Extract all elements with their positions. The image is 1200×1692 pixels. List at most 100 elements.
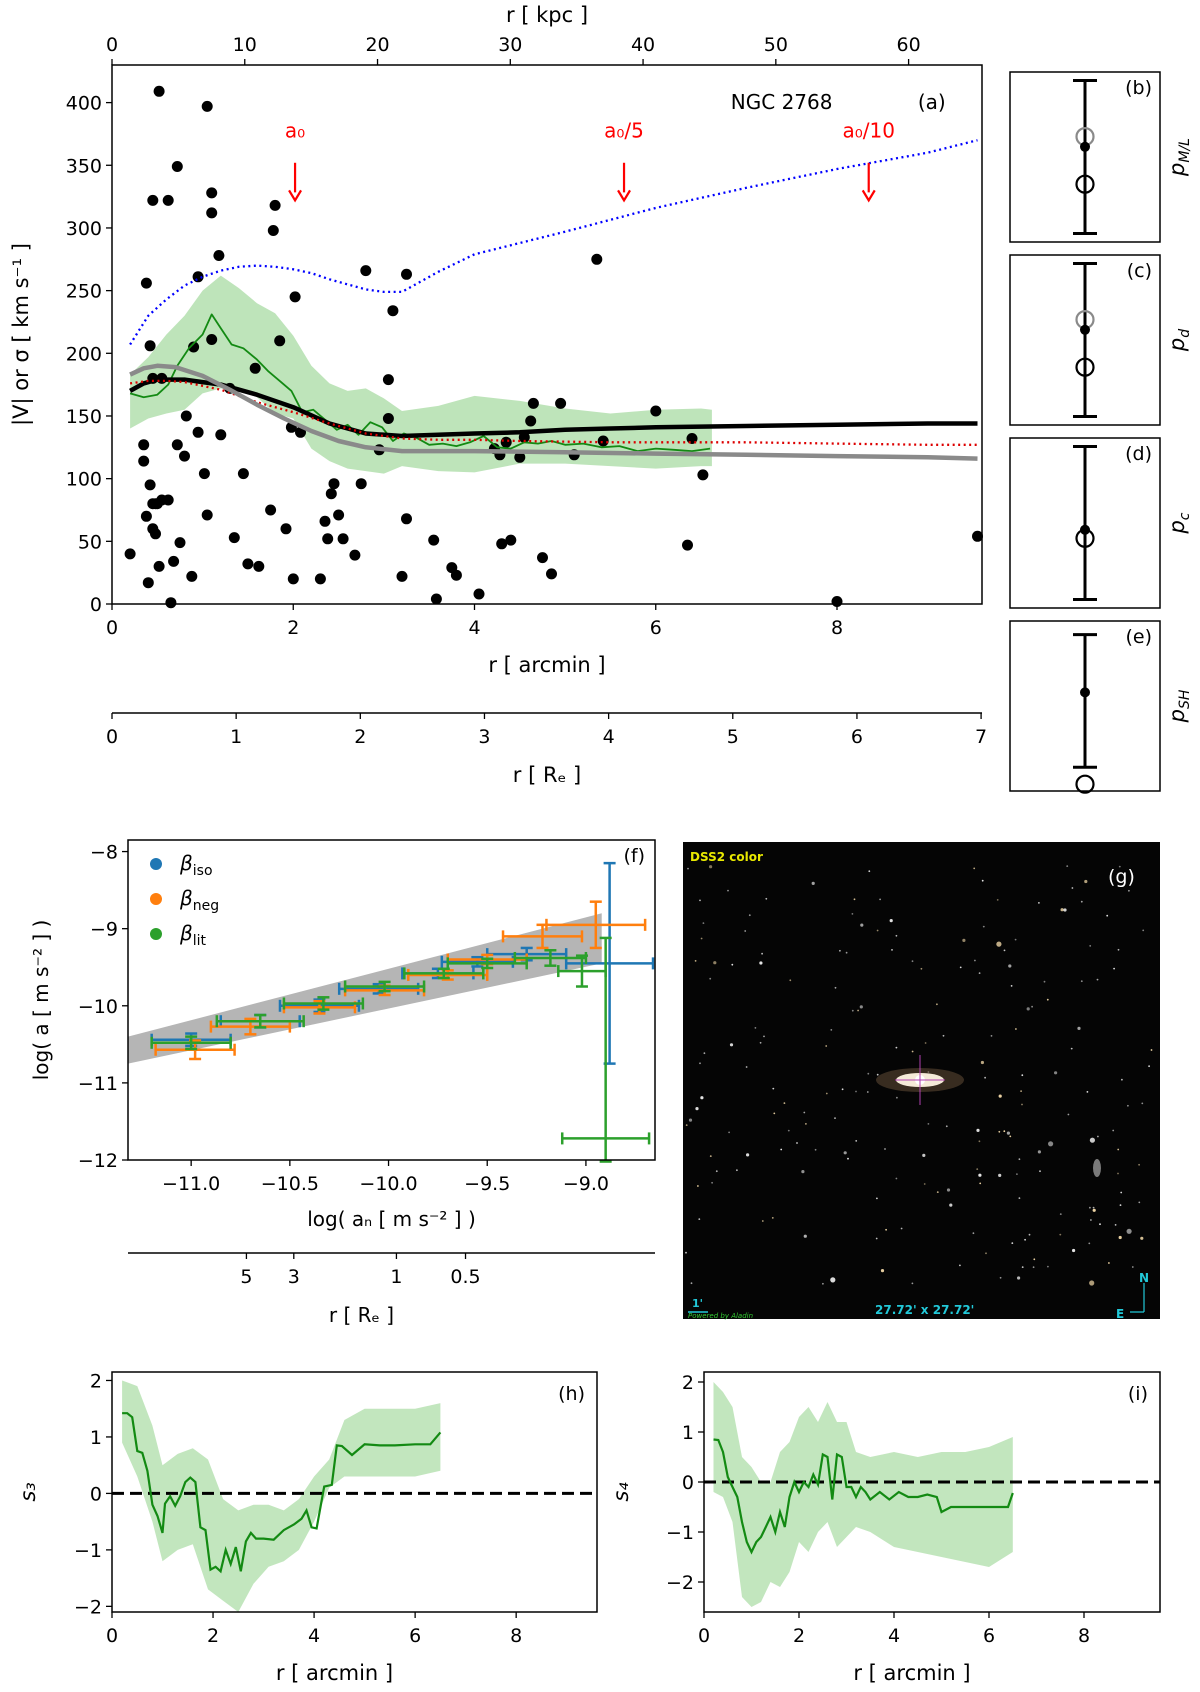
star (761, 952, 763, 955)
y-tick-label: 200 (66, 343, 102, 365)
star (1142, 929, 1145, 932)
x-tick-label: 4 (308, 1625, 320, 1647)
star (1089, 1137, 1095, 1143)
y-tick-label: 1 (682, 1422, 694, 1444)
star (1080, 900, 1083, 903)
star (876, 1073, 879, 1076)
x-axis-label: log( aₙ [ m s⁻² ] ) (307, 1207, 476, 1231)
data-point (287, 573, 299, 585)
star (801, 1170, 805, 1174)
data-point (473, 588, 485, 600)
star (1118, 865, 1121, 868)
data-point (153, 85, 165, 97)
secondary-tick-label: 3 (288, 1266, 300, 1288)
star (803, 1111, 806, 1114)
star (761, 1220, 764, 1222)
data-point (140, 277, 152, 289)
top-tick-label: 0 (106, 34, 118, 56)
data-point (213, 250, 225, 261)
star (754, 1027, 757, 1029)
x-axis-label: r [ arcmin ] (853, 1661, 970, 1685)
secondary-tick-label: 6 (851, 726, 863, 748)
data-point (171, 439, 183, 451)
star (1014, 938, 1017, 941)
legend-label: βiso (179, 851, 213, 879)
panel-c-p-d-errorbar: (c) pd (1009, 254, 1193, 426)
star (1099, 1223, 1101, 1226)
star (1117, 1148, 1120, 1151)
panel-label: (d) (1125, 443, 1152, 465)
data-point (206, 334, 218, 345)
star (1089, 1206, 1091, 1209)
data-point (697, 469, 709, 481)
star (729, 1043, 734, 1047)
series-line-black-thick (129, 377, 978, 439)
star (972, 1232, 975, 1235)
secondary-galaxy (1093, 1159, 1101, 1177)
open-black-marker (1075, 357, 1095, 377)
star (946, 1188, 951, 1192)
star (1010, 985, 1013, 987)
star (771, 1217, 774, 1219)
secondary-tick-label: 5 (727, 726, 739, 748)
x-tick-label: 6 (409, 1625, 421, 1647)
star (1026, 1007, 1030, 1011)
data-point (430, 593, 442, 605)
y-tick-label: 1 (90, 1427, 102, 1449)
star (1119, 1204, 1122, 1206)
x-tick-label: −10.0 (359, 1173, 417, 1195)
data-point (319, 515, 331, 527)
star (1112, 1129, 1115, 1132)
secondary-tick-label: 7 (975, 726, 987, 748)
star (847, 1157, 849, 1160)
star (896, 1096, 898, 1099)
star (1031, 1005, 1033, 1008)
star (744, 930, 747, 932)
star (685, 1251, 687, 1254)
star (811, 881, 815, 886)
data-point (165, 597, 177, 609)
star (728, 1131, 730, 1134)
star (1009, 1135, 1012, 1138)
star (920, 967, 923, 970)
data-point (537, 552, 548, 564)
star (884, 1148, 886, 1150)
star (845, 951, 848, 954)
data-point (206, 187, 218, 199)
star (783, 1102, 786, 1104)
fov-label: 27.72' x 27.72' (875, 1303, 974, 1317)
star (978, 972, 981, 974)
y-tick-label: 0 (90, 594, 102, 616)
star (834, 986, 837, 989)
panel-d-p-c-errorbar: (d) pc (1009, 437, 1193, 609)
data-point (514, 451, 526, 463)
data-point (206, 207, 218, 219)
plot-frame (111, 1371, 598, 1613)
star (973, 867, 976, 870)
star (1047, 1265, 1049, 1268)
data-point (382, 413, 394, 424)
star (814, 1148, 817, 1151)
legend-label: βneg (179, 886, 219, 914)
star (1054, 1071, 1058, 1075)
top-tick-label: 30 (498, 34, 522, 56)
star (990, 1035, 993, 1037)
data-point (682, 539, 693, 551)
star (895, 934, 898, 937)
star (759, 1041, 762, 1044)
star (999, 1276, 1002, 1279)
panel-y-label-subscript: SH (1177, 689, 1193, 709)
panel-frame (1009, 437, 1161, 609)
star (1046, 998, 1049, 1001)
star (959, 1264, 961, 1267)
star (1106, 914, 1109, 917)
star (1150, 1049, 1153, 1051)
x-tick-label: 8 (1078, 1625, 1090, 1647)
star (1126, 1228, 1132, 1234)
data-point (500, 436, 512, 448)
median-marker (1080, 324, 1090, 335)
panel-label: (b) (1125, 77, 1152, 99)
star (1067, 1113, 1070, 1116)
data-point (228, 532, 240, 544)
